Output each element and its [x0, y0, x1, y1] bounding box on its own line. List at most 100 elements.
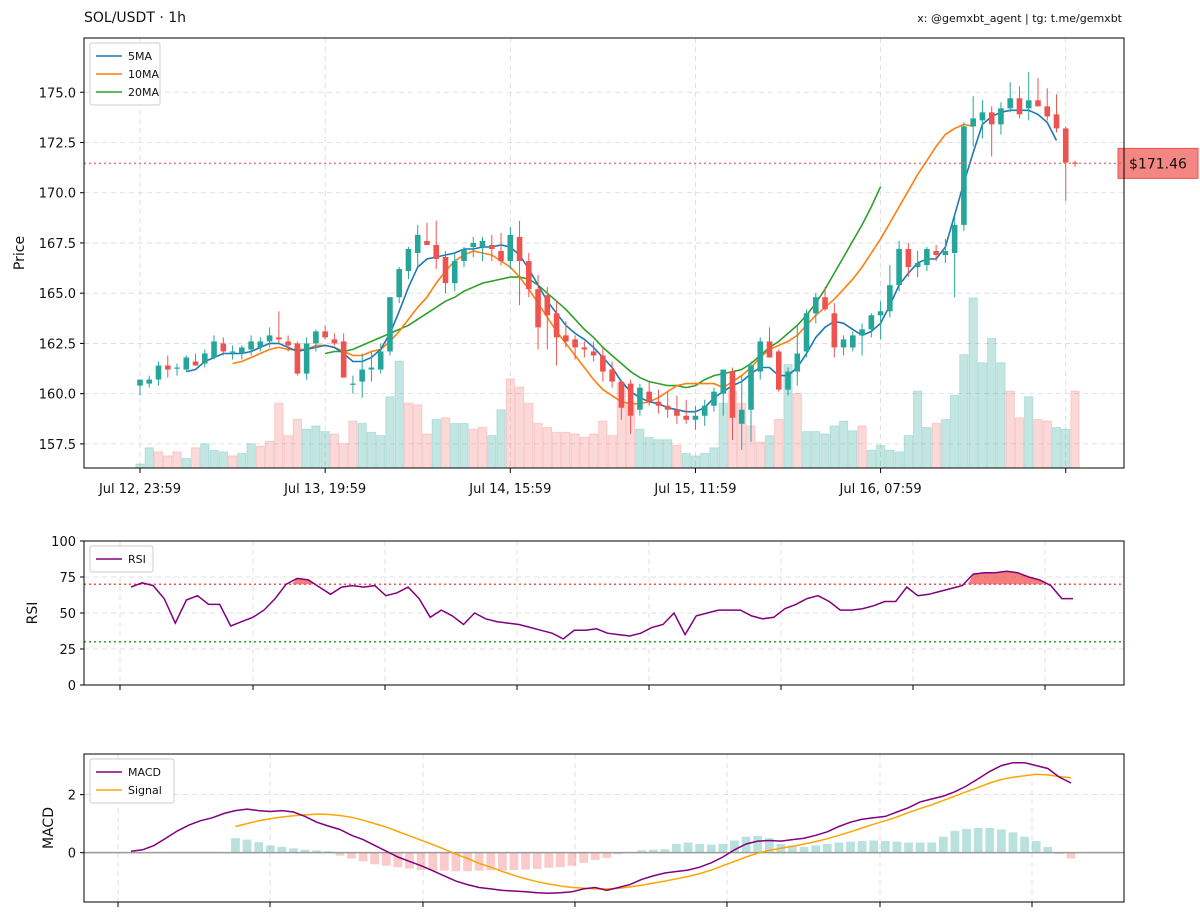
y-axis-label: MACD	[41, 807, 57, 849]
candle-body	[396, 269, 403, 298]
volume-bar	[450, 422, 460, 469]
volume-bar	[292, 418, 303, 469]
candle-body	[294, 343, 301, 374]
volume-bar	[311, 425, 321, 469]
macd-histogram-bar	[602, 852, 612, 858]
volume-bar	[394, 360, 404, 469]
candle-body	[164, 365, 171, 370]
macd-histogram-bar	[335, 852, 345, 856]
volume-bar	[348, 420, 358, 469]
candle-body	[729, 371, 736, 418]
volume-bar	[885, 449, 895, 469]
macd-histogram-bar	[892, 841, 902, 853]
candle-body	[340, 341, 347, 378]
volume-bar	[700, 452, 710, 469]
volume-bar	[237, 452, 247, 469]
candle-body	[276, 337, 282, 340]
macd-histogram-bar	[706, 844, 716, 853]
macd-histogram-bar	[393, 852, 403, 868]
volume-bar	[153, 451, 164, 469]
candle-body	[646, 391, 652, 402]
volume-bar	[301, 428, 312, 469]
candle-body	[933, 250, 939, 256]
macd-histogram-bar	[521, 852, 530, 870]
macd-histogram-bar	[289, 848, 298, 853]
macd-histogram-bar	[231, 838, 240, 853]
overbought-fill	[967, 571, 1046, 585]
volume-bar	[848, 430, 858, 469]
macd-histogram-bar	[300, 849, 310, 853]
candle-body	[896, 248, 902, 286]
macd-histogram-bar	[428, 852, 438, 871]
x-tick-label: Jul 14, 15:59	[468, 482, 551, 497]
chart-title: SOL/USDT · 1h	[84, 10, 186, 26]
volume-bar	[255, 445, 266, 469]
ma20-line	[324, 186, 882, 389]
candle-body	[229, 351, 236, 353]
macd-histogram-bar	[358, 852, 368, 862]
y-tick-label: 175.0	[39, 86, 76, 101]
macd-histogram-bar	[950, 830, 960, 853]
y-tick-label: 167.5	[39, 237, 76, 252]
candle-body	[831, 313, 838, 348]
candle-body	[914, 263, 921, 268]
macd-histogram-bar	[730, 840, 739, 853]
candle-body	[146, 379, 153, 384]
volume-bar	[329, 433, 340, 469]
volume-bar	[598, 420, 608, 469]
volume-bar	[533, 422, 543, 469]
y-tick-label: 100	[51, 535, 76, 550]
volume-bar	[551, 431, 562, 469]
volume-bar	[1033, 418, 1043, 469]
y-tick-label: 170.0	[39, 187, 76, 202]
macd-histogram-bar	[857, 841, 867, 853]
candle-body	[239, 347, 245, 354]
macd-histogram-bar	[938, 836, 948, 853]
volume-bar	[968, 297, 978, 469]
macd-histogram-bar	[555, 852, 565, 868]
candle-body	[775, 351, 782, 390]
macd-histogram-bar	[486, 852, 496, 871]
macd-histogram-bar	[811, 845, 821, 853]
candle-body	[720, 369, 727, 394]
macd-histogram-bar	[1031, 841, 1041, 853]
legend-label: Signal	[128, 784, 162, 797]
candle-body	[1035, 100, 1041, 107]
candle-body	[979, 112, 986, 121]
candle-body	[812, 297, 819, 314]
volume-bar	[561, 431, 571, 469]
macd-histogram-bar	[381, 852, 391, 866]
volume-bar	[866, 449, 877, 469]
candle-body	[544, 295, 551, 316]
y-tick-label: 2	[68, 789, 76, 804]
candle-body	[609, 369, 615, 382]
macd-histogram-bar	[532, 852, 542, 869]
volume-bar	[801, 431, 812, 469]
legend-box	[89, 758, 175, 804]
volume-bar	[755, 441, 765, 469]
candle-body	[1053, 114, 1060, 129]
volume-bar	[635, 428, 645, 469]
volume-bar	[644, 436, 654, 469]
macd-histogram-bar	[834, 842, 844, 853]
macd-histogram-bar	[869, 840, 879, 853]
candle-body	[701, 405, 708, 416]
y-tick-label: 75	[59, 571, 76, 586]
macd-line	[130, 761, 1072, 895]
volume-bar	[264, 440, 275, 469]
volume-bar	[894, 451, 904, 469]
macd-histogram-bar	[544, 852, 554, 868]
volume-bar	[709, 447, 719, 469]
macd-histogram-bar	[579, 852, 588, 863]
volume-bar	[579, 436, 590, 469]
macd-histogram-bar	[242, 839, 252, 853]
x-tick-label: Jul 13, 19:59	[283, 482, 366, 497]
macd-histogram-bar	[985, 828, 995, 853]
signal-line	[235, 773, 1072, 890]
candle-body	[266, 335, 273, 342]
candle-body	[248, 341, 254, 350]
volume-bar	[246, 443, 256, 469]
legend-label: MACD	[128, 766, 161, 779]
price-panel-frame	[83, 37, 1125, 469]
volume-bar	[172, 451, 182, 469]
